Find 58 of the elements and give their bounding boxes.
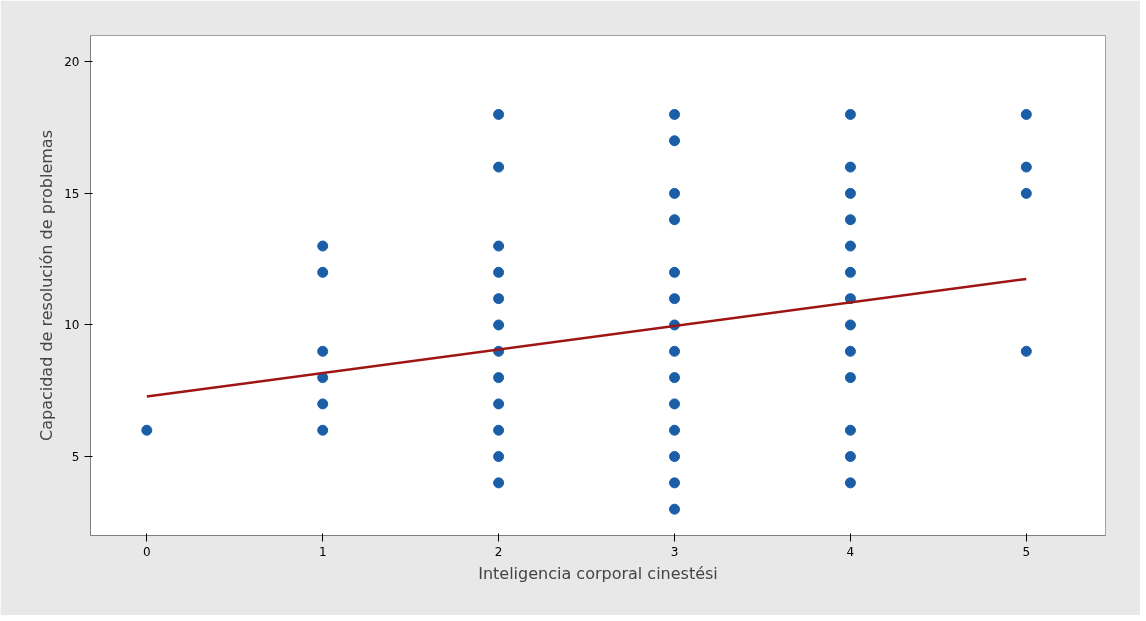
- x-tick-label: 4: [846, 544, 855, 559]
- point: [493, 398, 505, 410]
- point: [669, 345, 681, 357]
- point: [844, 187, 856, 199]
- point: [669, 503, 681, 515]
- point: [1020, 187, 1032, 199]
- y-tick-label: 10: [64, 318, 80, 333]
- point: [317, 398, 329, 410]
- point: [493, 240, 505, 252]
- y-tick-label: 20: [64, 55, 80, 70]
- point: [493, 477, 505, 489]
- point: [493, 293, 505, 305]
- point: [1020, 108, 1032, 120]
- y-axis-title: Capacidad de resolución de problemas: [37, 130, 57, 441]
- point: [844, 240, 856, 252]
- point: [669, 214, 681, 226]
- point: [141, 424, 153, 436]
- point: [493, 266, 505, 278]
- point: [669, 187, 681, 199]
- point: [669, 372, 681, 384]
- point: [844, 214, 856, 226]
- point: [669, 451, 681, 463]
- point: [493, 451, 505, 463]
- point: [1020, 161, 1032, 173]
- point: [669, 398, 681, 410]
- point: [669, 135, 681, 147]
- point: [669, 266, 681, 278]
- point: [317, 240, 329, 252]
- point: [844, 424, 856, 436]
- point: [844, 345, 856, 357]
- point: [844, 372, 856, 384]
- x-tick-label: 3: [670, 544, 679, 559]
- point: [844, 451, 856, 463]
- point: [844, 108, 856, 120]
- point: [493, 424, 505, 436]
- point: [317, 266, 329, 278]
- y-tick-label: 15: [64, 186, 80, 201]
- point: [493, 161, 505, 173]
- x-tick-label: 2: [494, 544, 503, 559]
- point: [844, 477, 856, 489]
- x-tick-label: 5: [1022, 544, 1031, 559]
- point: [493, 108, 505, 120]
- x-tick-label: 1: [318, 544, 327, 559]
- point: [669, 108, 681, 120]
- point: [493, 372, 505, 384]
- y-tick-label: 5: [71, 450, 80, 465]
- point: [844, 319, 856, 331]
- point: [493, 319, 505, 331]
- point: [669, 477, 681, 489]
- point: [317, 424, 329, 436]
- point: [317, 345, 329, 357]
- point: [669, 293, 681, 305]
- x-tick-label: 0: [142, 544, 151, 559]
- x-axis-title: Inteligencia corporal cinestési: [478, 563, 718, 583]
- point: [1020, 345, 1032, 357]
- point: [844, 266, 856, 278]
- point: [844, 161, 856, 173]
- point: [669, 424, 681, 436]
